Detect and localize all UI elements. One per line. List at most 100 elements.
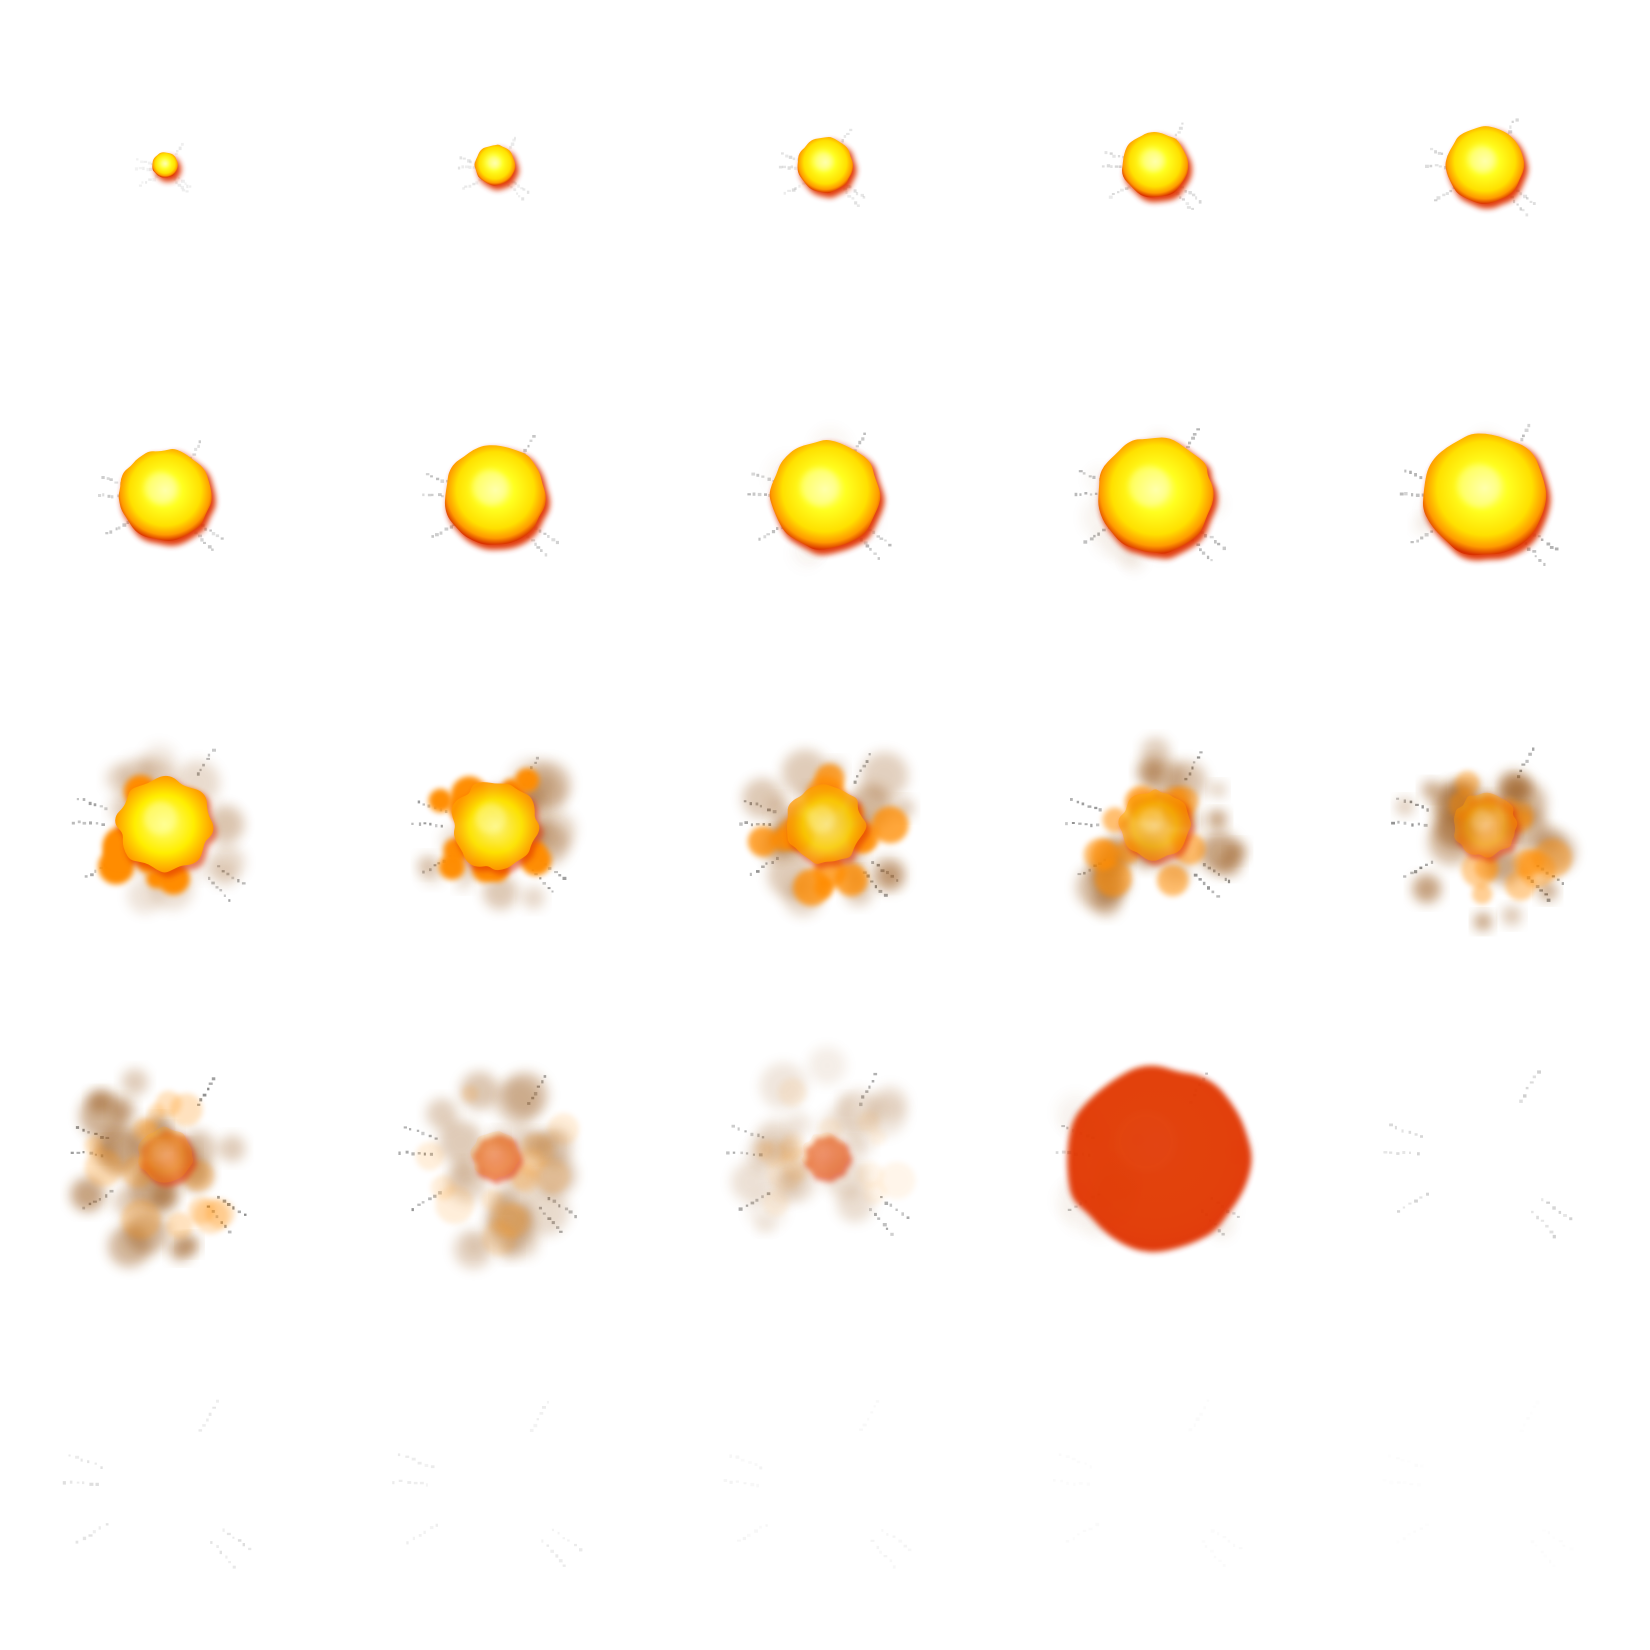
debris-particle	[740, 1458, 745, 1462]
debris-particle	[435, 533, 439, 537]
debris-particle	[435, 824, 438, 828]
debris-particle	[1516, 203, 1519, 206]
debris-particle	[176, 150, 179, 153]
debris-particle	[1434, 164, 1439, 167]
debris-particle	[1216, 895, 1221, 898]
debris-particle	[1509, 125, 1512, 129]
debris-particle	[418, 1534, 422, 1537]
debris-particle	[472, 166, 476, 169]
debris-particle	[768, 494, 771, 497]
debris-particle	[765, 862, 768, 865]
debris-particle	[771, 530, 776, 534]
debris-particle	[879, 1550, 882, 1554]
smoke-puff	[522, 886, 545, 910]
debris-particle	[1117, 191, 1120, 194]
debris-particle	[860, 193, 864, 197]
debris-particle	[1430, 147, 1434, 151]
debris-particle	[747, 1533, 751, 1537]
debris-particle	[1077, 873, 1082, 876]
smoke-puff	[482, 874, 518, 910]
debris-particle	[1520, 437, 1524, 442]
explosion-frame-14-graphic	[1065, 737, 1248, 917]
debris-particle	[210, 1541, 213, 1544]
debris-particle	[754, 1529, 758, 1533]
explosion-frame-18	[660, 990, 990, 1320]
debris-particle	[543, 1075, 547, 1078]
smoke-puff	[1502, 776, 1529, 803]
explosion-frame-13	[660, 660, 990, 990]
debris-particle	[869, 547, 872, 551]
debris-particle	[1217, 1532, 1219, 1535]
debris-particle	[558, 1559, 563, 1563]
debris-particle	[411, 1208, 414, 1212]
debris-particle	[1070, 798, 1073, 801]
debris-particle	[92, 1530, 96, 1534]
debris-particle	[1207, 886, 1210, 890]
debris-particle	[781, 152, 784, 155]
debris-particle	[859, 769, 862, 772]
explosion-frame-15	[1320, 660, 1650, 990]
debris-particle	[1061, 1150, 1066, 1154]
debris-particle	[856, 204, 860, 207]
debris-particle	[1552, 1234, 1556, 1239]
debris-particle	[449, 525, 453, 529]
debris-particle	[82, 1128, 85, 1132]
debris-particle	[574, 1543, 577, 1547]
debris-particle	[761, 475, 765, 478]
explosion-frame-15-graphic	[1391, 747, 1576, 931]
debris-particle	[1181, 198, 1185, 201]
debris-particle	[219, 1550, 222, 1555]
debris-particle	[405, 1150, 409, 1154]
explosion-frame-9	[990, 330, 1320, 660]
debris-particle	[198, 534, 202, 538]
explosion-frame-20-graphic	[1383, 1070, 1573, 1239]
debris-particle	[1546, 542, 1551, 546]
debris-particle	[1524, 428, 1529, 432]
explosion-frame-16	[0, 990, 330, 1320]
debris-particle	[878, 889, 883, 893]
debris-particle	[77, 820, 81, 824]
debris-particle	[1520, 1430, 1524, 1432]
explosion-frame-21	[0, 1320, 330, 1650]
debris-particle	[211, 532, 216, 536]
debris-particle	[109, 478, 113, 481]
debris-particle	[1541, 1198, 1544, 1202]
debris-particle	[547, 867, 552, 870]
debris-particle	[421, 1131, 425, 1136]
debris-particle	[242, 1543, 245, 1547]
debris-particle	[202, 1424, 206, 1427]
debris-particle	[117, 494, 120, 498]
flame-chunk	[856, 1161, 884, 1189]
debris-particle	[88, 801, 92, 806]
debris-particle	[881, 1529, 884, 1532]
debris-particle	[1205, 1072, 1208, 1075]
debris-particle	[547, 535, 550, 538]
flame-chunk	[84, 1148, 123, 1187]
debris-particle	[1184, 190, 1187, 193]
debris-particle	[117, 526, 121, 530]
debris-particle	[1408, 1130, 1412, 1134]
debris-particle	[1402, 1151, 1406, 1154]
debris-particle	[1227, 879, 1231, 884]
debris-particle	[1192, 433, 1197, 436]
debris-particle	[747, 493, 751, 496]
debris-particle	[428, 1134, 432, 1138]
debris-particle	[1066, 1455, 1070, 1458]
explosion-frame-22-graphic	[392, 1400, 583, 1567]
debris-particle	[99, 805, 103, 808]
debris-particle	[101, 476, 105, 479]
debris-particle	[228, 899, 231, 902]
debris-particle	[737, 1539, 741, 1542]
debris-particle	[76, 1151, 81, 1154]
debris-particle	[790, 165, 794, 169]
debris-particle	[197, 444, 200, 448]
debris-particle	[69, 1480, 73, 1484]
explosion-frame-12	[330, 660, 660, 990]
debris-particle	[847, 195, 852, 198]
debris-particle	[220, 537, 224, 540]
debris-particle	[1425, 1523, 1429, 1526]
smoke-puff	[852, 1134, 874, 1156]
debris-particle	[802, 182, 806, 185]
debris-particle	[886, 1533, 889, 1536]
smoke-puff	[420, 861, 444, 886]
